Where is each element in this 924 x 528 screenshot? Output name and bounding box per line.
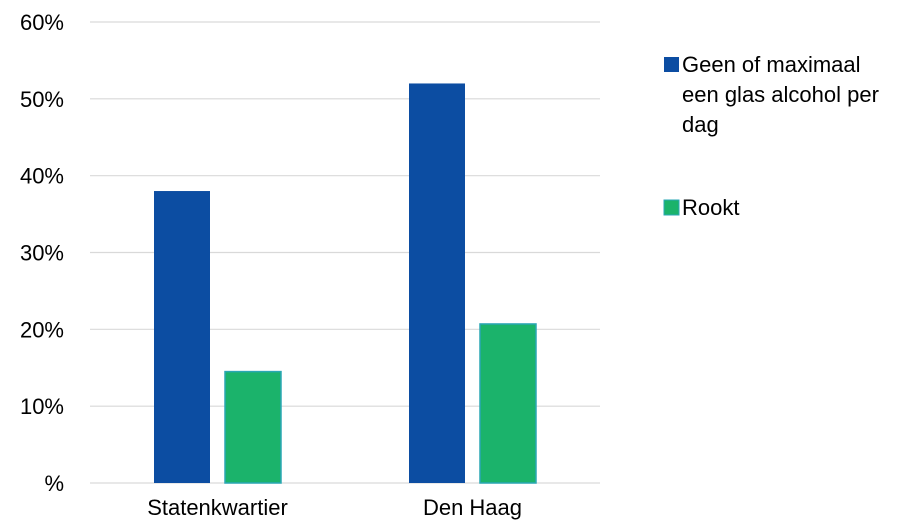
legend-label-alcohol: een glas alcohol per	[682, 82, 879, 107]
bar-alcohol-statenkwartier	[154, 191, 210, 484]
x-axis-tick-labels: Statenkwartier Den Haag	[147, 495, 522, 520]
y-tick-label: 20%	[20, 317, 64, 342]
bar-rookt-statenkwartier	[224, 370, 282, 484]
y-tick-label: %	[44, 471, 64, 496]
y-axis-tick-labels: % 10% 20% 30% 40% 50% 60%	[20, 10, 64, 496]
y-tick-label: 40%	[20, 164, 64, 189]
legend-label-alcohol: dag	[682, 112, 719, 137]
x-tick-label: Den Haag	[423, 495, 522, 520]
bar-alcohol-den-haag	[409, 83, 465, 483]
y-tick-label: 30%	[20, 241, 64, 266]
bar-rookt-den-haag	[479, 323, 537, 484]
y-tick-label: 10%	[20, 394, 64, 419]
x-tick-label: Statenkwartier	[147, 495, 288, 520]
legend-swatch-rookt	[663, 199, 680, 216]
legend-label-rookt: Rookt	[682, 195, 739, 220]
legend-label-alcohol: Geen of maximaal	[682, 52, 861, 77]
bars	[154, 83, 537, 484]
y-tick-label: 50%	[20, 87, 64, 112]
legend-swatch-alcohol	[664, 57, 679, 72]
y-tick-label: 60%	[20, 10, 64, 35]
legend: Geen of maximaal een glas alcohol per dag R…	[663, 52, 879, 220]
